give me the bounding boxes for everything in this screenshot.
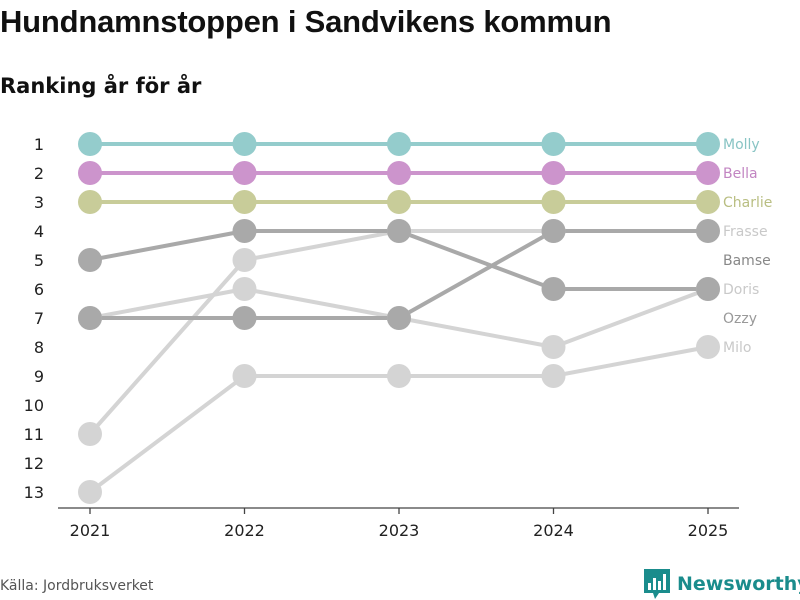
data-point-charlie bbox=[232, 190, 257, 214]
x-tick-label: 2021 bbox=[70, 521, 111, 540]
data-point-charlie bbox=[696, 190, 720, 214]
y-tick-label: 12 bbox=[24, 454, 44, 473]
y-tick-label: 2 bbox=[34, 164, 44, 183]
data-point-charlie bbox=[387, 190, 411, 214]
data-point-milo bbox=[696, 335, 720, 359]
y-tick-label: 1 bbox=[34, 135, 44, 154]
data-point-doris bbox=[232, 277, 257, 301]
chart-subtitle: Ranking år för år bbox=[0, 74, 202, 98]
y-tick-label: 11 bbox=[24, 425, 44, 444]
x-tick-label: 2022 bbox=[224, 521, 265, 540]
data-point-charlie bbox=[541, 190, 566, 214]
data-point-ozzy bbox=[232, 248, 257, 272]
end-label-ozzy: Ozzy bbox=[723, 311, 757, 327]
data-point-bamse bbox=[78, 248, 102, 272]
data-point-frasse bbox=[387, 306, 411, 330]
data-point-bamse bbox=[696, 277, 720, 301]
data-point-bella bbox=[78, 161, 102, 185]
data-point-molly bbox=[696, 132, 720, 156]
end-label-molly: Molly bbox=[723, 137, 760, 153]
y-tick-label: 3 bbox=[34, 193, 44, 212]
y-tick-label: 5 bbox=[34, 251, 44, 270]
end-label-frasse: Frasse bbox=[723, 224, 768, 240]
data-point-bamse bbox=[387, 219, 411, 243]
data-point-bella bbox=[232, 161, 257, 185]
chart-title: Hundnamnstoppen i Sandvikens kommun bbox=[0, 4, 612, 39]
data-point-molly bbox=[78, 132, 102, 156]
data-point-bella bbox=[696, 161, 720, 185]
y-tick-label: 10 bbox=[24, 396, 44, 415]
data-point-charlie bbox=[78, 190, 102, 214]
x-tick-label: 2023 bbox=[379, 521, 420, 540]
data-point-molly bbox=[387, 132, 411, 156]
data-point-frasse bbox=[696, 219, 720, 243]
data-point-frasse bbox=[232, 306, 257, 330]
y-tick-label: 6 bbox=[34, 280, 44, 299]
data-point-bamse bbox=[232, 219, 257, 243]
newsworthy-logo-icon bbox=[644, 569, 670, 599]
end-label-doris: Doris bbox=[723, 282, 759, 298]
end-label-bella: Bella bbox=[723, 166, 758, 182]
data-point-molly bbox=[232, 132, 257, 156]
data-point-frasse bbox=[541, 219, 566, 243]
brand-logo: Newsworthy bbox=[644, 569, 800, 599]
data-point-milo bbox=[232, 364, 257, 388]
data-point-ozzy bbox=[78, 422, 102, 446]
x-axis: 2021 2022 2023 2024 2025 bbox=[58, 507, 739, 540]
y-tick-label: 9 bbox=[34, 367, 44, 386]
data-point-milo bbox=[78, 480, 102, 504]
y-tick-label: 8 bbox=[34, 338, 44, 357]
end-labels: Molly Bella Charlie Frasse Bamse Doris Ozzy Mil… bbox=[723, 137, 772, 356]
end-label-bamse: Bamse bbox=[723, 253, 771, 269]
y-tick-label: 4 bbox=[34, 222, 44, 241]
end-label-charlie: Charlie bbox=[723, 195, 772, 211]
end-label-milo: Milo bbox=[723, 340, 751, 356]
x-tick-label: 2024 bbox=[533, 521, 574, 540]
data-point-milo bbox=[387, 364, 411, 388]
data-point-bella bbox=[541, 161, 566, 185]
series-line-ozzy bbox=[88, 229, 556, 436]
data-point-molly bbox=[541, 132, 566, 156]
series-points bbox=[78, 132, 720, 504]
y-tick-label: 7 bbox=[34, 309, 44, 328]
data-point-bella bbox=[387, 161, 411, 185]
brand-name: Newsworthy bbox=[677, 573, 800, 595]
x-tick-label: 2025 bbox=[688, 521, 729, 540]
y-tick-label: 13 bbox=[24, 483, 44, 502]
data-point-doris bbox=[541, 335, 566, 359]
data-point-bamse bbox=[541, 277, 566, 301]
data-point-frasse bbox=[78, 306, 102, 330]
data-point-milo bbox=[541, 364, 566, 388]
source-note: Källa: Jordbruksverket bbox=[0, 578, 154, 594]
